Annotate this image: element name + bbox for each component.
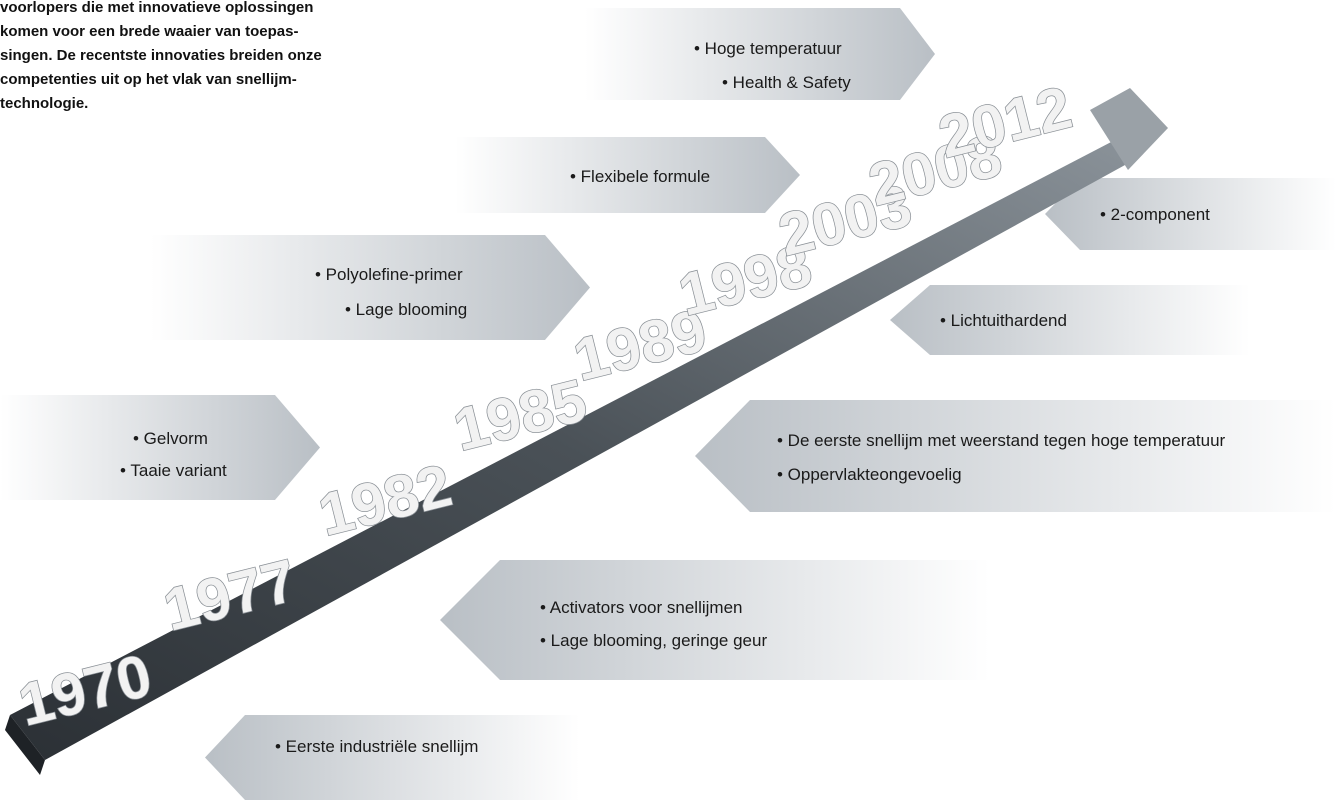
- callout-arrow: [440, 560, 990, 680]
- callout-item: • Lage blooming: [345, 300, 467, 319]
- callout: • Gelvorm • Taaie variant: [0, 395, 320, 500]
- callout-item: • Lichtuithardend: [940, 311, 1067, 330]
- callouts: • Hoge temperatuur • Health & Safety • Fle…: [0, 8, 1336, 800]
- callout-arrow: [150, 235, 590, 340]
- ramp: [5, 88, 1168, 775]
- callout-item: • Polyolefine-primer: [315, 265, 463, 284]
- callout: • De eerste snellijm met weerstand tegen…: [695, 400, 1336, 512]
- callout-arrow: [695, 400, 1336, 512]
- intro-line: singen. De recentste innovaties breiden …: [0, 47, 322, 64]
- callout: • 2-component: [1045, 178, 1336, 250]
- callout-item: • Flexibele formule: [570, 167, 710, 186]
- intro-line: voorlopers die met innovatieve oplossing…: [0, 0, 313, 16]
- year-label: 2012: [932, 73, 1078, 170]
- intro-line: komen voor een brede waaier van toepas-: [0, 23, 298, 40]
- ramp-arrowhead: [1090, 88, 1168, 170]
- callout-item: • Oppervlakteongevoelig: [777, 465, 962, 484]
- year-label: 1970: [12, 641, 158, 738]
- callout-item: • De eerste snellijm met weerstand tegen…: [777, 431, 1226, 450]
- callout: • Flexibele formule: [455, 137, 800, 213]
- callout-item: • Lage blooming, geringe geur: [540, 631, 767, 650]
- intro-text: voorlopers die met innovatieve oplossing…: [0, 0, 322, 112]
- callout-item: • Eerste industriële snellijm: [275, 737, 478, 756]
- callout: • Eerste industriële snellijm: [205, 715, 580, 800]
- callout-arrow: [205, 715, 580, 800]
- callout-arrow: [0, 395, 320, 500]
- callout: • Hoge temperatuur • Health & Safety: [585, 8, 935, 100]
- ramp-edge: [5, 715, 45, 775]
- callout: • Polyolefine-primer • Lage blooming: [150, 235, 590, 340]
- callout-arrow: [890, 285, 1250, 355]
- callout-item: • Taaie variant: [120, 461, 227, 480]
- intro-line: technologie.: [0, 95, 88, 112]
- callout-arrow: [455, 137, 800, 213]
- callout-item: • Health & Safety: [722, 73, 851, 92]
- callout: • Activators voor snellijmen • Lage bloom…: [440, 560, 990, 680]
- callout-arrow: [1045, 178, 1336, 250]
- callout-item: • Activators voor snellijmen: [540, 598, 742, 617]
- ramp-top: [10, 140, 1125, 760]
- callout-item: • Gelvorm: [133, 429, 208, 448]
- callout-item: • Hoge temperatuur: [694, 39, 842, 58]
- callout: • Lichtuithardend: [890, 285, 1250, 355]
- intro-line: competenties uit op het vlak van snellij…: [0, 71, 297, 88]
- callout-arrow: [585, 8, 935, 100]
- callout-item: • 2-component: [1100, 205, 1210, 224]
